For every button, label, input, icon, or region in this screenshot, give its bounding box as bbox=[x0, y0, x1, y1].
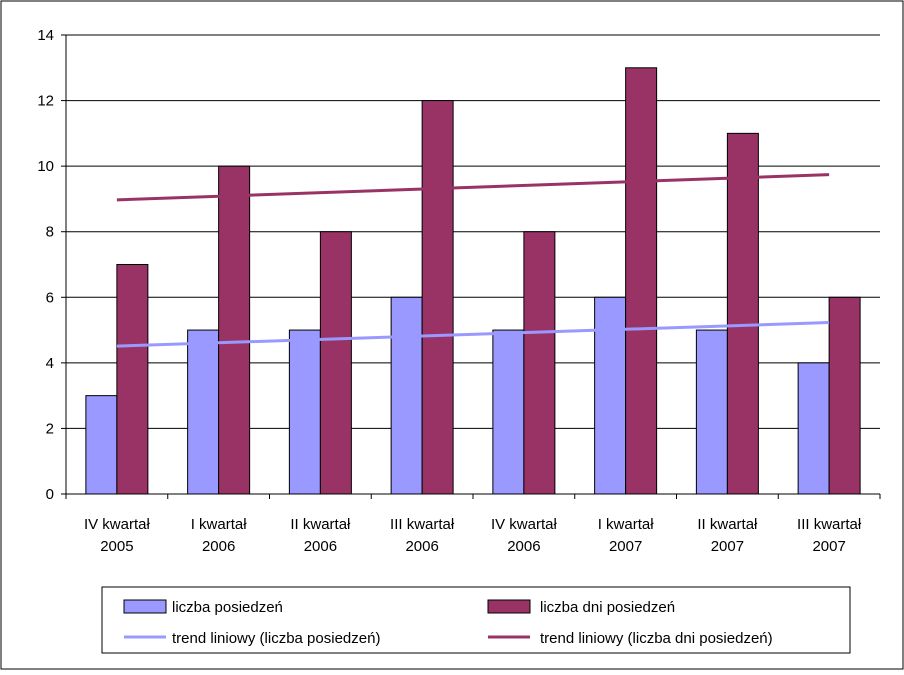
x-category-label: I kwartał bbox=[598, 516, 655, 533]
x-category-label: II kwartał bbox=[697, 516, 758, 533]
bars bbox=[85, 67, 861, 495]
trendline-liczba-dni-posiedzen bbox=[116, 173, 830, 202]
x-category-label: IV kwartał bbox=[84, 516, 151, 533]
legend-label-trend-posiedzen: trend liniowy (liczba posiedzeń) bbox=[172, 630, 380, 647]
bar-liczba-posiedzen bbox=[187, 329, 220, 495]
legend-box bbox=[101, 586, 851, 654]
bar-liczba-dni-posiedzen bbox=[625, 67, 658, 495]
bar-liczba-posiedzen bbox=[594, 296, 627, 495]
y-tick-label: 6 bbox=[46, 289, 54, 306]
x-category-label: 2006 bbox=[304, 538, 337, 555]
bar-liczba-posiedzen bbox=[85, 395, 118, 495]
bar-liczba-dni-posiedzen bbox=[523, 231, 556, 495]
x-category-labels: IV kwartał 2005 I kwartał 2006 II kwartał 200… bbox=[84, 516, 862, 555]
x-category-label: 2005 bbox=[100, 538, 133, 555]
x-category-label: IV kwartał bbox=[491, 516, 558, 533]
bar-liczba-dni-posiedzen bbox=[421, 100, 454, 495]
legend-label-liczba-posiedzen: liczba posiedzeń bbox=[172, 599, 283, 616]
bar-liczba-dni-posiedzen bbox=[828, 296, 861, 495]
bar-liczba-posiedzen bbox=[492, 329, 525, 495]
x-category-label: II kwartał bbox=[290, 516, 351, 533]
x-category-label: 2007 bbox=[812, 538, 845, 555]
legend-label-liczba-dni-posiedzen: liczba dni posiedzeń bbox=[540, 599, 675, 616]
x-category-label: III kwartał bbox=[390, 516, 455, 533]
y-tick-label: 0 bbox=[46, 486, 54, 503]
y-tick-label: 12 bbox=[37, 93, 54, 110]
trendlines bbox=[116, 173, 830, 348]
legend-swatch-liczba-posiedzen bbox=[123, 599, 167, 614]
bar-liczba-dni-posiedzen bbox=[319, 231, 352, 495]
legend-label-trend-dni-posiedzen: trend liniowy (liczba dni posiedzeń) bbox=[540, 630, 773, 647]
x-category-label: 2006 bbox=[507, 538, 540, 555]
x-category-label: 2006 bbox=[202, 538, 235, 555]
y-tick-label: 2 bbox=[46, 420, 54, 437]
bar-liczba-posiedzen bbox=[390, 296, 423, 495]
x-category-label: 2006 bbox=[405, 538, 438, 555]
y-tick-label: 14 bbox=[37, 27, 54, 44]
bar-liczba-dni-posiedzen bbox=[218, 165, 251, 495]
y-tick-label: 10 bbox=[37, 158, 54, 175]
trendline-liczba-posiedzen bbox=[116, 321, 830, 348]
bar-liczba-dni-posiedzen bbox=[116, 264, 149, 495]
bar-liczba-posiedzen bbox=[797, 362, 830, 495]
x-category-label: I kwartał bbox=[191, 516, 248, 533]
x-category-label: 2007 bbox=[609, 538, 642, 555]
axes bbox=[61, 34, 881, 499]
y-tick-label: 4 bbox=[46, 355, 54, 372]
x-category-label: III kwartał bbox=[797, 516, 862, 533]
legend-swatch-liczba-dni-posiedzen bbox=[487, 599, 531, 614]
bar-liczba-dni-posiedzen bbox=[726, 132, 759, 495]
x-category-label: 2007 bbox=[711, 538, 744, 555]
y-tick-labels: 0 2 4 6 8 10 12 14 bbox=[37, 27, 54, 503]
bar-liczba-posiedzen bbox=[695, 329, 728, 495]
bar-liczba-posiedzen bbox=[288, 329, 321, 495]
y-tick-label: 8 bbox=[46, 224, 54, 241]
legend: liczba posiedzeń liczba dni posiedzeń tr… bbox=[101, 586, 851, 654]
